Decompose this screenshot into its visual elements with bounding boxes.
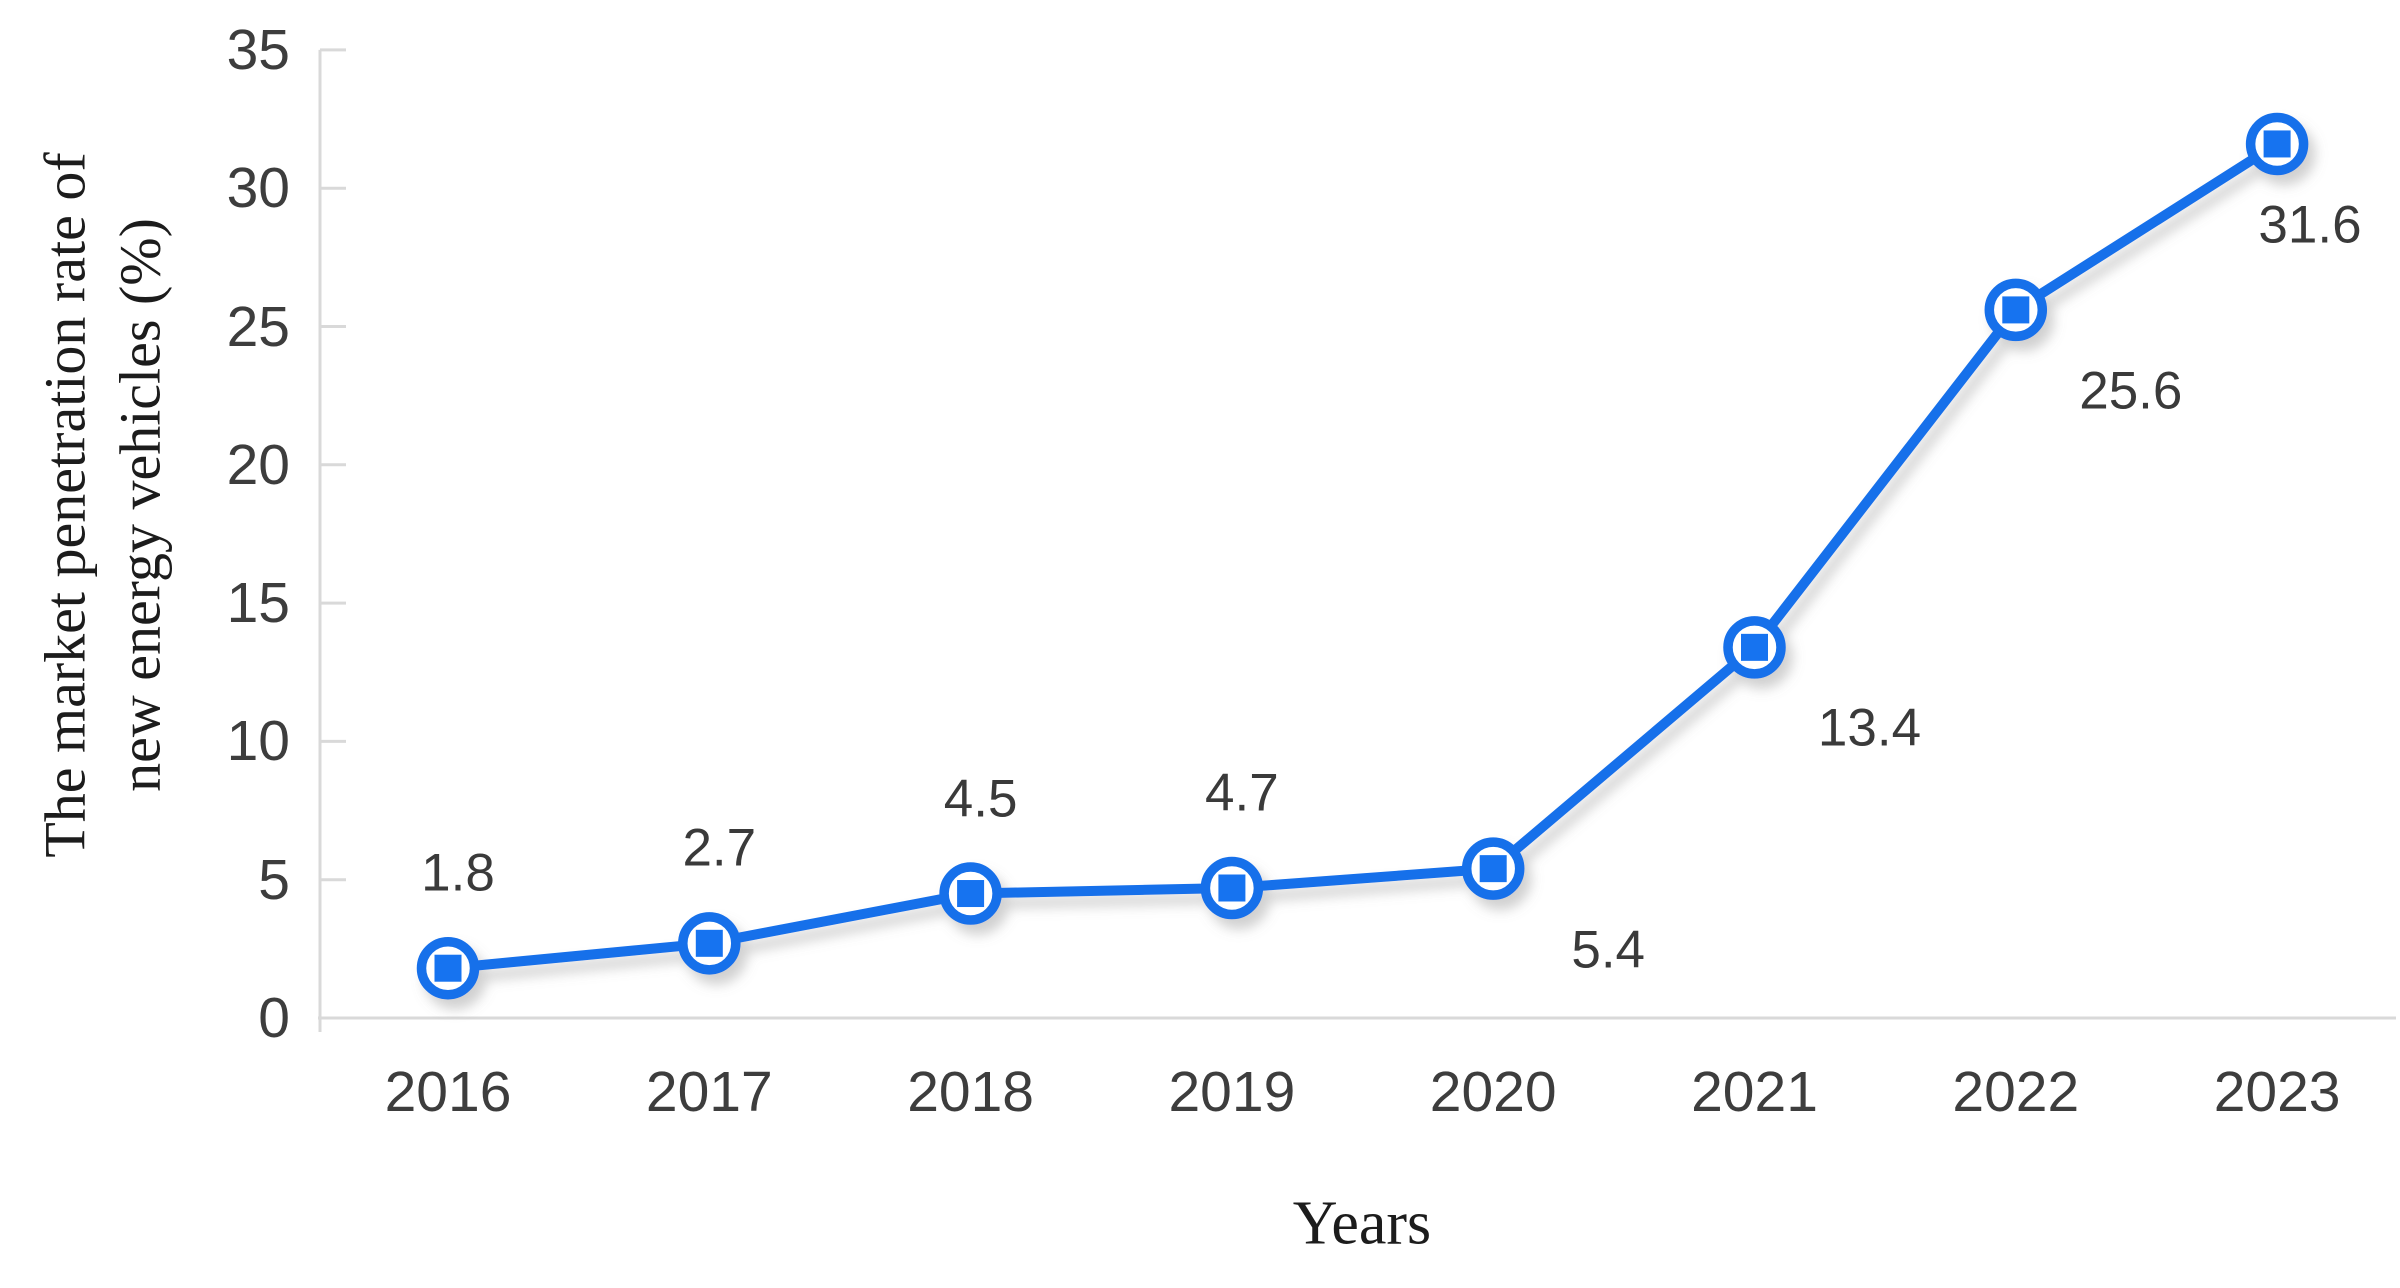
- x-tick-label: 2022: [1952, 1060, 2080, 1124]
- data-point-marker-center: [434, 954, 462, 982]
- data-point-label: 4.7: [1205, 763, 1279, 823]
- data-point-marker-center: [2263, 130, 2291, 158]
- data-point-label: 5.4: [1571, 920, 1646, 980]
- data-point-label: 1.8: [421, 843, 495, 903]
- data-point-marker-center: [2002, 296, 2030, 324]
- x-tick-label: 2021: [1691, 1060, 1818, 1124]
- x-tick-label: 2017: [645, 1060, 773, 1124]
- data-point-label: 2.7: [682, 818, 757, 878]
- data-point-label: 13.4: [1817, 698, 1922, 758]
- data-point-marker-center: [957, 880, 985, 908]
- y-tick-label: 20: [226, 432, 290, 497]
- x-axis-title: Years: [1292, 1189, 1432, 1258]
- data-point-label: 31.6: [2258, 195, 2362, 255]
- y-tick-label: 0: [258, 986, 290, 1050]
- x-tick-label: 2020: [1429, 1060, 1557, 1124]
- y-tick-label: 30: [226, 156, 290, 221]
- y-tick-label: 15: [226, 571, 290, 636]
- data-point-marker-center: [1741, 633, 1768, 661]
- y-axis-title-line1: The market penetration rate of: [32, 152, 98, 858]
- data-point-marker-center: [1479, 855, 1507, 883]
- y-tick-label: 25: [226, 294, 290, 359]
- x-tick-label: 2016: [384, 1060, 512, 1124]
- y-tick-label: 10: [226, 709, 290, 774]
- axes: [318, 48, 2396, 1032]
- y-tick-label: 35: [226, 17, 290, 82]
- data-point-label: 25.6: [2079, 361, 2183, 421]
- x-tick-label: 2019: [1168, 1060, 1296, 1124]
- x-tick-label: 2018: [907, 1060, 1034, 1124]
- trend-line: [443, 138, 2283, 974]
- x-tick-label: 2023: [2213, 1060, 2341, 1124]
- y-tick-label: 5: [258, 847, 290, 912]
- data-point-label: 4.5: [943, 769, 1018, 829]
- data-point-marker-center: [695, 929, 723, 957]
- data-series: [416, 112, 2309, 1000]
- data-point-marker-center: [1218, 874, 1246, 902]
